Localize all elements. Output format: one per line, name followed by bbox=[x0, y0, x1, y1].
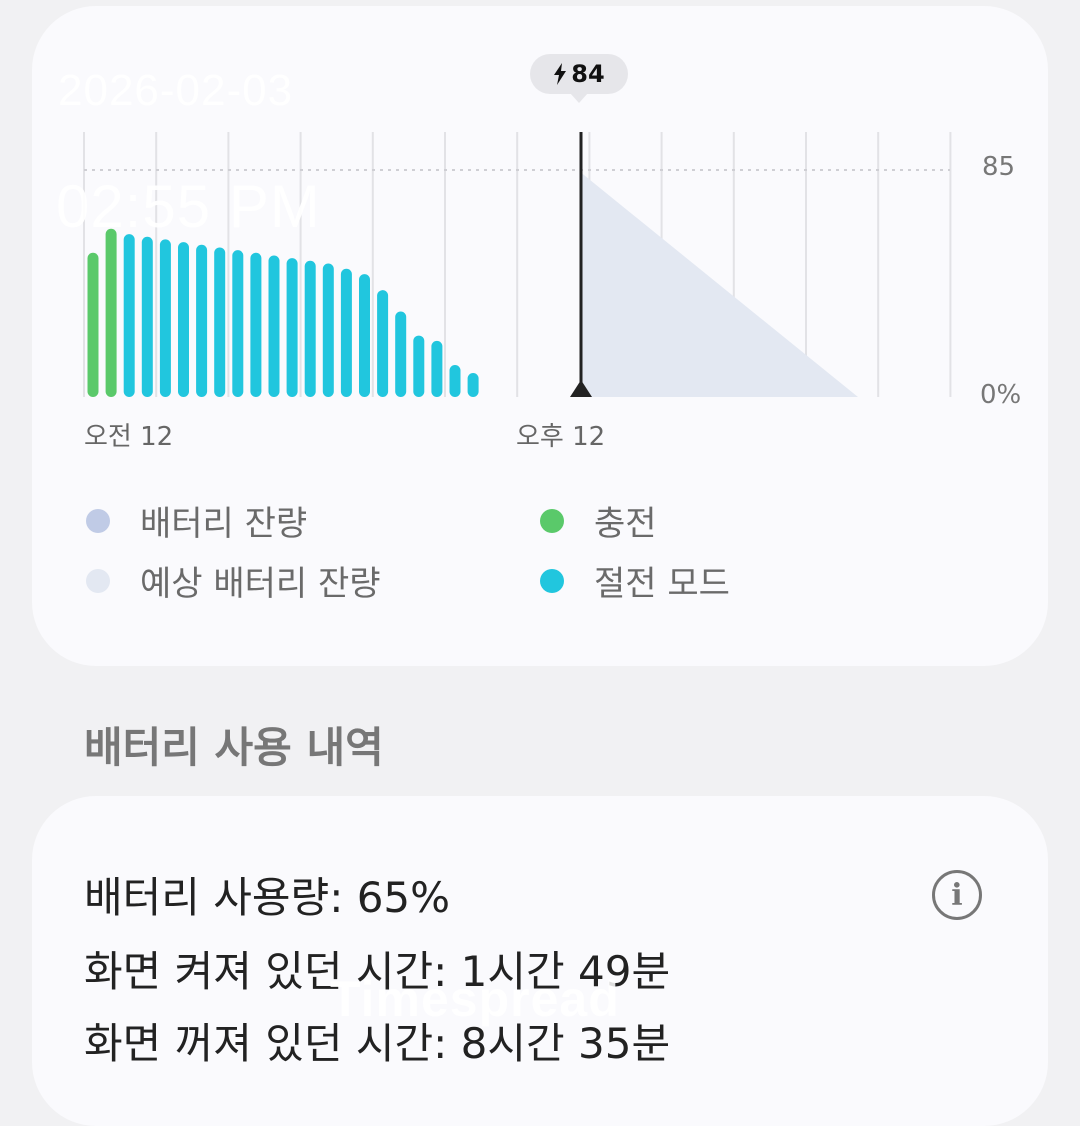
battery-bar bbox=[214, 247, 226, 397]
legend-dot-power-saving bbox=[540, 568, 564, 593]
legend-battery-level: 배터리 잔량 bbox=[86, 496, 307, 545]
battery-bar bbox=[359, 274, 370, 397]
battery-bar bbox=[286, 258, 298, 397]
legend-label: 절전 모드 bbox=[594, 564, 730, 604]
battery-bar bbox=[232, 250, 244, 397]
battery-bar bbox=[123, 234, 135, 397]
legend-charging: 충전 bbox=[540, 496, 657, 545]
battery-chart bbox=[83, 132, 952, 397]
watermark: Timespread bbox=[330, 971, 620, 1027]
battery-bar bbox=[340, 268, 352, 397]
battery-bar bbox=[141, 236, 153, 397]
projected-battery-area bbox=[581, 172, 858, 397]
legend-dot-battery-level bbox=[86, 508, 110, 533]
lightning-icon bbox=[554, 63, 567, 85]
battery-bar bbox=[196, 244, 208, 397]
y-axis-max-label: 85 bbox=[982, 152, 1016, 182]
legend-dot-charging bbox=[540, 508, 564, 533]
battery-bar bbox=[250, 252, 262, 397]
battery-bar bbox=[322, 263, 334, 397]
x-axis-label-pm: 오후 12 bbox=[516, 422, 606, 452]
legend-power-saving: 절전 모드 bbox=[540, 556, 730, 605]
battery-bar bbox=[449, 364, 461, 397]
legend-label: 예상 배터리 잔량 bbox=[140, 564, 381, 604]
usage-screen-off-time: 화면 꺼져 있던 시간: 8시간 35분 bbox=[84, 1019, 671, 1068]
legend-label: 배터리 잔량 bbox=[140, 504, 308, 544]
legend-dot-projected bbox=[86, 568, 110, 593]
battery-usage-card[interactable] bbox=[32, 796, 1048, 1126]
x-axis-label-am: 오전 12 bbox=[84, 422, 174, 452]
info-icon[interactable]: i bbox=[932, 870, 982, 920]
battery-bar bbox=[413, 335, 425, 397]
battery-bar bbox=[159, 239, 171, 397]
usage-battery-percent: 배터리 사용량: 65% bbox=[84, 873, 451, 922]
battery-bar bbox=[377, 290, 389, 397]
current-time-marker-triangle bbox=[570, 380, 592, 397]
overlay-date: 2026-02-03 bbox=[58, 66, 294, 115]
usage-screen-on-time: 화면 켜져 있던 시간: 1시간 49분 bbox=[84, 947, 671, 996]
overlay-time: 02:55 PM bbox=[56, 173, 321, 240]
battery-bar bbox=[395, 311, 407, 397]
current-level-value: 84 bbox=[571, 60, 605, 88]
badge-tail bbox=[570, 93, 588, 103]
legend-projected-battery-level: 예상 배터리 잔량 bbox=[86, 556, 381, 605]
battery-bar bbox=[304, 260, 316, 397]
battery-bar bbox=[268, 255, 280, 397]
battery-bar bbox=[178, 242, 189, 397]
battery-bar bbox=[431, 340, 443, 397]
y-axis-min-label: 0% bbox=[980, 380, 1022, 410]
legend-label: 충전 bbox=[594, 504, 657, 544]
battery-bar bbox=[105, 228, 117, 397]
current-level-badge: 84 bbox=[530, 54, 628, 94]
section-title-battery-usage-history: 배터리 사용 내역 bbox=[84, 723, 384, 772]
battery-bar bbox=[87, 252, 99, 397]
battery-bar bbox=[467, 372, 479, 397]
